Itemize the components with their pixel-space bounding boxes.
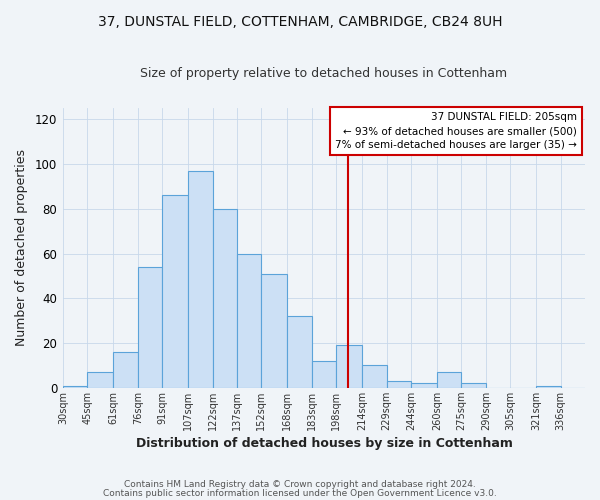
Text: 37 DUNSTAL FIELD: 205sqm
← 93% of detached houses are smaller (500)
7% of semi-d: 37 DUNSTAL FIELD: 205sqm ← 93% of detach… — [335, 112, 577, 150]
X-axis label: Distribution of detached houses by size in Cottenham: Distribution of detached houses by size … — [136, 437, 512, 450]
Bar — [87, 372, 113, 388]
Text: Contains HM Land Registry data © Crown copyright and database right 2024.: Contains HM Land Registry data © Crown c… — [124, 480, 476, 489]
Text: 37, DUNSTAL FIELD, COTTENHAM, CAMBRIDGE, CB24 8UH: 37, DUNSTAL FIELD, COTTENHAM, CAMBRIDGE,… — [98, 15, 502, 29]
Bar — [536, 386, 560, 388]
Title: Size of property relative to detached houses in Cottenham: Size of property relative to detached ho… — [140, 68, 508, 80]
Bar — [411, 384, 437, 388]
Bar — [262, 274, 287, 388]
Bar — [63, 386, 87, 388]
Bar — [113, 352, 137, 388]
Bar — [386, 381, 411, 388]
Bar — [362, 366, 386, 388]
Bar — [162, 196, 188, 388]
Bar — [212, 209, 237, 388]
Bar — [437, 372, 461, 388]
Bar — [336, 346, 362, 388]
Text: Contains public sector information licensed under the Open Government Licence v3: Contains public sector information licen… — [103, 488, 497, 498]
Bar — [312, 361, 336, 388]
Bar — [287, 316, 312, 388]
Bar — [137, 267, 162, 388]
Y-axis label: Number of detached properties: Number of detached properties — [15, 150, 28, 346]
Bar — [237, 254, 262, 388]
Bar — [461, 384, 486, 388]
Bar — [188, 170, 212, 388]
